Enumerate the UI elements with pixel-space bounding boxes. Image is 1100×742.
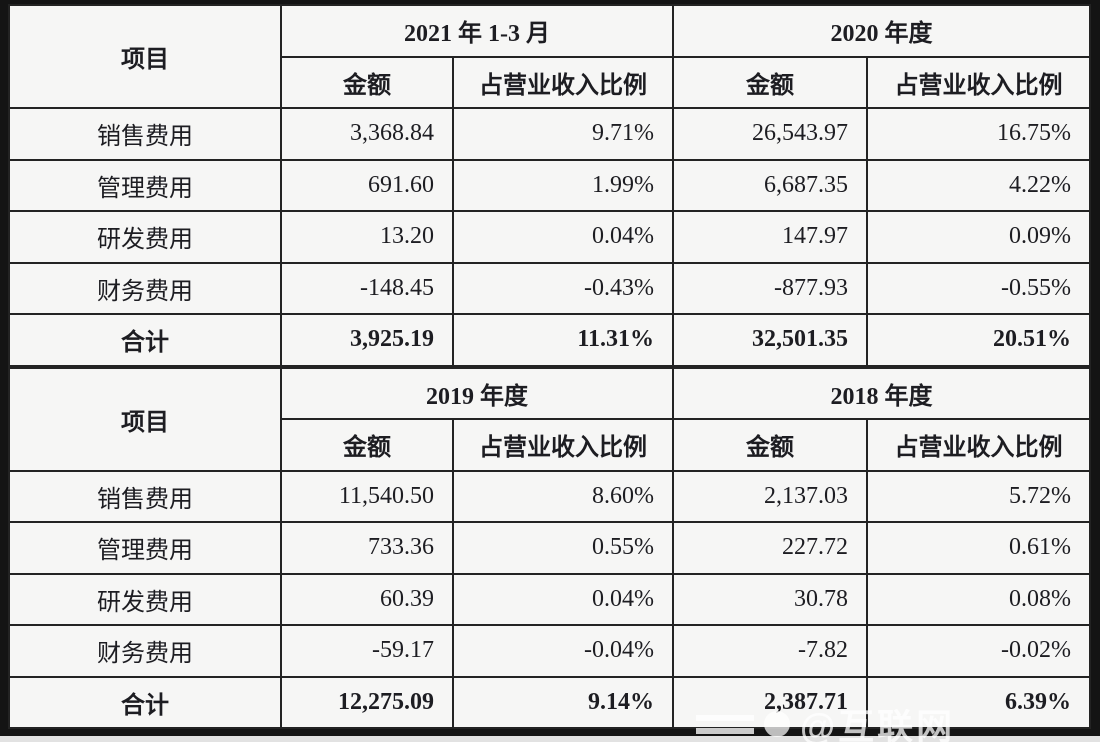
ratio-column-header: 占营业收入比例 [452,418,674,472]
row-label: 研发费用 [8,572,282,626]
amount-value: -59.17 [280,624,454,678]
table-row-sales-expense: 销售费用 3,368.84 9.71% 26,543.97 16.75% [8,107,1091,161]
amount-value: 11,540.50 [280,469,454,523]
amount-value: 60.39 [280,572,454,626]
item-column-header: 项目 [8,4,282,109]
ratio-value: -0.43% [452,261,674,315]
amount-column-header: 金额 [672,55,868,109]
table-row-finance-expense: 财务费用 -59.17 -0.04% -7.82 -0.02% [8,624,1091,678]
amount-value: 3,925.19 [280,313,454,367]
amount-column-header: 金额 [280,55,454,109]
ratio-value: 0.08% [866,572,1091,626]
row-label: 销售费用 [8,107,282,161]
ratio-value: 9.14% [452,675,674,729]
table-row-rd-expense: 研发费用 60.39 0.04% 30.78 0.08% [8,572,1091,626]
amount-column-header: 金额 [280,418,454,472]
amount-value: 32,501.35 [672,313,868,367]
row-label: 合计 [8,675,282,729]
ratio-value: 0.55% [452,521,674,575]
amount-value: 6,687.35 [672,158,868,212]
column-header-row: 金额 占营业收入比例 金额 占营业收入比例 [9,418,1091,472]
row-label: 财务费用 [8,624,282,678]
ratio-value: 0.09% [866,210,1091,264]
period-header-2019: 2019 年度 [280,366,674,420]
period-header-2021q1: 2021 年 1-3 月 [280,4,674,58]
table-row-rd-expense: 研发费用 13.20 0.04% 147.97 0.09% [8,210,1091,264]
table-row-total: 合计 12,275.09 9.14% 2,387.71 6.39% [8,675,1091,729]
row-label: 合计 [8,313,282,367]
item-column-header: 项目 [8,366,282,472]
ratio-column-header: 占营业收入比例 [452,55,674,109]
ratio-value: 0.04% [452,210,674,264]
period-header-2018: 2018 年度 [672,366,1091,420]
ratio-value: 20.51% [866,313,1091,367]
row-label: 管理费用 [8,521,282,575]
ratio-value: -0.04% [452,624,674,678]
amount-value: 691.60 [280,158,454,212]
ratio-value: 9.71% [452,107,674,161]
ratio-value: -0.55% [866,261,1091,315]
amount-value: -7.82 [672,624,868,678]
table-row-admin-expense: 管理费用 691.60 1.99% 6,687.35 4.22% [8,158,1091,212]
amount-value: 3,368.84 [280,107,454,161]
column-header-row: 金额 占营业收入比例 金额 占营业收入比例 [9,55,1091,109]
amount-column-header: 金额 [672,418,868,472]
amount-value: 2,387.71 [672,675,868,729]
ratio-column-header: 占营业收入比例 [866,55,1091,109]
table-row-sales-expense: 销售费用 11,540.50 8.60% 2,137.03 5.72% [8,469,1091,523]
ratio-value: 11.31% [452,313,674,367]
ratio-value: 5.72% [866,469,1091,523]
ratio-value: 4.22% [866,158,1091,212]
amount-value: -877.93 [672,261,868,315]
ratio-value: 16.75% [866,107,1091,161]
period-header-row: 项目 2019 年度 2018 年度 [8,366,1091,472]
ratio-value: 6.39% [866,675,1091,729]
page-bottom-strip [0,736,1100,742]
amount-value: 30.78 [672,572,868,626]
row-label: 财务费用 [8,261,282,315]
ratio-value: 0.61% [866,521,1091,575]
ratio-value: 1.99% [452,158,674,212]
table-row-admin-expense: 管理费用 733.36 0.55% 227.72 0.61% [8,521,1091,575]
row-label: 销售费用 [8,469,282,523]
expenses-table-2021q1-2020: 项目 2021 年 1-3 月 2020 年度 金额 占营业收入比例 金额 占营… [8,4,1091,367]
amount-value: 147.97 [672,210,868,264]
ratio-value: 0.04% [452,572,674,626]
amount-value: 2,137.03 [672,469,868,523]
amount-value: 26,543.97 [672,107,868,161]
amount-value: -148.45 [280,261,454,315]
row-label: 研发费用 [8,210,282,264]
amount-value: 227.72 [672,521,868,575]
row-label: 管理费用 [8,158,282,212]
amount-value: 733.36 [280,521,454,575]
period-header-row: 项目 2021 年 1-3 月 2020 年度 [8,4,1091,109]
ratio-value: -0.02% [866,624,1091,678]
amount-value: 13.20 [280,210,454,264]
expenses-table-2019-2018: 项目 2019 年度 2018 年度 金额 占营业收入比例 金额 占营业收入比例… [8,366,1091,730]
amount-value: 12,275.09 [280,675,454,729]
ratio-value: 8.60% [452,469,674,523]
table-row-total: 合计 3,925.19 11.31% 32,501.35 20.51% [8,313,1091,367]
table-row-finance-expense: 财务费用 -148.45 -0.43% -877.93 -0.55% [8,261,1091,315]
period-header-2020: 2020 年度 [672,4,1091,58]
ratio-column-header: 占营业收入比例 [866,418,1091,472]
